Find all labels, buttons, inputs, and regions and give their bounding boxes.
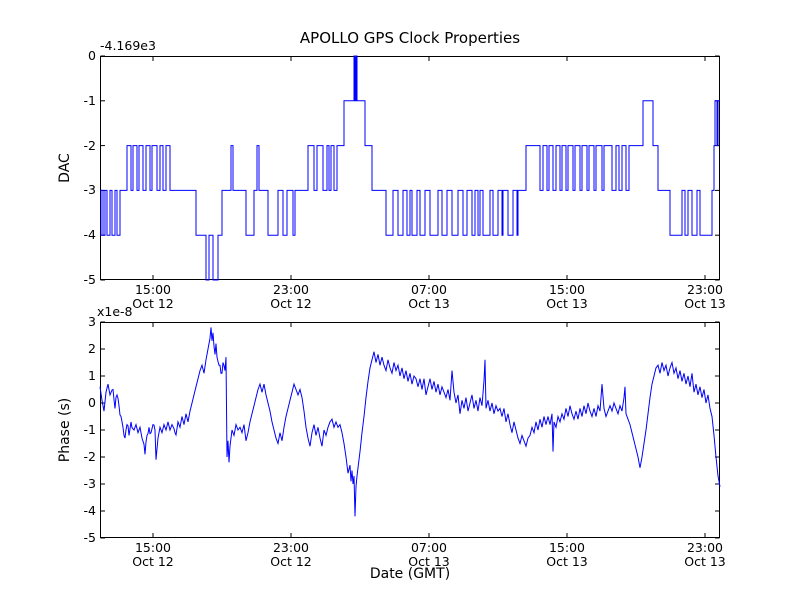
x-tick-label: 23:00 Oct 12: [251, 283, 331, 311]
y-tick-label: -5: [83, 272, 96, 287]
y-tick-label: -4: [83, 503, 96, 518]
x-axis-label: Date (GMT): [369, 566, 451, 582]
x-tick-time: 23:00: [686, 282, 724, 297]
y-tick-label: 2: [88, 341, 96, 356]
y-tick-label: -2: [83, 449, 96, 464]
x-tick-date: Oct 12: [132, 554, 174, 569]
phase-y-scale-text: x1e-8: [97, 304, 133, 319]
x-tick-label: 15:00 Oct 13: [527, 283, 607, 311]
x-tick-date: Oct 12: [270, 296, 312, 311]
dac-subplot: [100, 55, 720, 281]
x-tick-time: 23:00: [272, 282, 310, 297]
x-tick-time: 07:00: [410, 282, 448, 297]
x-tick-time: 15:00: [548, 282, 586, 297]
phase-y-axis-label: Phase (s): [57, 397, 73, 463]
x-tick-time: 15:00: [134, 282, 172, 297]
y-tick-label: -1: [83, 422, 96, 437]
x-tick-label: 23:00 Oct 13: [665, 283, 745, 311]
x-tick-time: 23:00: [686, 540, 724, 555]
y-tick-label: -3: [83, 476, 96, 491]
y-tick-label: -2: [83, 137, 96, 153]
x-tick-date: Oct 13: [546, 554, 588, 569]
x-tick-time: 23:00: [272, 540, 310, 555]
dac-step-line-chart: [100, 55, 720, 281]
x-tick-label: 15:00 Oct 12: [113, 283, 193, 311]
x-tick-date: Oct 13: [408, 296, 450, 311]
y-tick-label: -5: [83, 530, 96, 545]
y-tick-label: -4: [83, 227, 96, 243]
y-tick-label: 0: [88, 395, 96, 410]
x-tick-label: 23:00 Oct 12: [251, 541, 331, 569]
x-tick-time: 07:00: [410, 540, 448, 555]
x-tick-label: 07:00 Oct 13: [389, 283, 469, 311]
x-tick-label: 07:00 Oct 13: [389, 541, 469, 569]
x-tick-date: Oct 12: [270, 554, 312, 569]
phase-subplot: [99, 321, 721, 539]
x-tick-label: 15:00 Oct 13: [527, 541, 607, 569]
y-tick-label: 0: [88, 48, 96, 63]
y-tick-label: -1: [83, 92, 96, 108]
dac-y-axis-label: DAC: [57, 153, 73, 183]
x-tick-date: Oct 13: [408, 554, 450, 569]
x-tick-date: Oct 13: [684, 554, 726, 569]
x-tick-time: 15:00: [548, 540, 586, 555]
x-tick-date: Oct 12: [132, 296, 174, 311]
y-tick-label: 1: [88, 368, 96, 383]
x-tick-label: 23:00 Oct 13: [665, 541, 745, 569]
x-tick-time: 15:00: [134, 540, 172, 555]
x-tick-date: Oct 13: [684, 296, 726, 311]
chart-title: APOLLO GPS Clock Properties: [299, 29, 521, 47]
y-tick-label: -3: [83, 182, 96, 198]
dac-y-offset-text: -4.169e3: [100, 38, 156, 53]
y-tick-label: 3: [88, 314, 96, 329]
x-tick-date: Oct 13: [546, 296, 588, 311]
phase-line-chart: [99, 321, 721, 539]
x-tick-label: 15:00 Oct 12: [113, 541, 193, 569]
